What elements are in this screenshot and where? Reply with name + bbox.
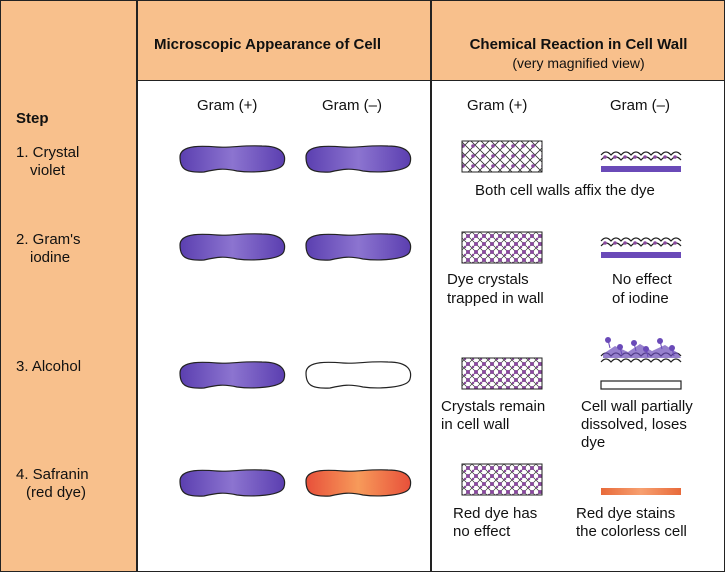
column-divider <box>136 0 138 572</box>
micro-gram-positive-label: Gram (+) <box>197 97 258 114</box>
caption-dissolved: Cell wall partially <box>581 398 693 415</box>
caption-dye-trapped: Dye crystals <box>447 271 529 288</box>
step-2-label: 2. Gram's <box>16 231 81 248</box>
column-divider <box>430 0 432 572</box>
gram-negative-cell-step-3 <box>305 361 412 389</box>
released-dye-particle <box>657 338 663 344</box>
chemical-header: Chemical Reaction in Cell Wall <box>469 36 688 53</box>
gram-positive-wall-step-4 <box>461 463 543 496</box>
chemical-subheader: (very magnified view) <box>512 55 645 71</box>
released-dye-particle <box>605 337 611 343</box>
dye-particle <box>603 155 607 159</box>
caption-red-stains: Red dye stains <box>576 505 676 522</box>
dye-particle <box>673 155 677 159</box>
caption-dye-trapped-2: trapped in wall <box>447 290 544 307</box>
gram-negative-outer-membrane-inner-step-2 <box>600 242 682 247</box>
gram-positive-cell-step-1 <box>179 145 286 173</box>
dye-particle <box>643 155 647 159</box>
gram-negative-outer-membrane-step-1 <box>600 151 682 156</box>
gram-positive-wall-step-1 <box>461 140 543 173</box>
dye-particle <box>613 241 617 245</box>
chem-gram-positive-label: Gram (+) <box>467 97 528 114</box>
step-4-label-line2: (red dye) <box>26 484 87 501</box>
caption-dissolved-3: dye <box>581 434 606 451</box>
dye-particle <box>633 241 637 245</box>
gram-positive-wall-step-2 <box>461 231 543 264</box>
chem-gram-negative-label: Gram (–) <box>610 97 670 114</box>
step-4-label: 4. Safranin <box>16 466 89 483</box>
caption-crystals-remain-2: in cell wall <box>441 416 510 433</box>
caption-red-no-effect-2: no effect <box>453 523 511 540</box>
gram-positive-cell-step-4 <box>179 469 286 497</box>
gram-negative-cell-step-4 <box>305 469 412 497</box>
caption-both-affix: Both cell walls affix the dye <box>475 182 655 199</box>
caption-no-effect: No effect <box>612 271 672 288</box>
gram-positive-cell-step-3 <box>179 361 286 389</box>
gram-negative-outer-membrane-inner-step-1 <box>600 156 682 161</box>
step-3-label: 3. Alcohol <box>16 358 82 375</box>
gram-negative-membrane-inner-step-3 <box>600 358 682 363</box>
gram-negative-peptidoglycan-step-1 <box>601 166 681 172</box>
dye-particle <box>653 155 657 159</box>
gram-negative-outer-membrane-step-2 <box>600 237 682 242</box>
dye-particle <box>643 241 647 245</box>
dye-particle <box>663 241 667 245</box>
dye-particle <box>623 155 627 159</box>
caption-red-no-effect: Red dye has <box>453 505 538 522</box>
step-1-label: 1. Crystal <box>16 144 80 161</box>
gram-negative-cell-step-2 <box>305 233 412 261</box>
dye-particle <box>603 241 607 245</box>
gram-negative-red-bar-step-4 <box>601 488 681 495</box>
dye-particle <box>623 241 627 245</box>
gram-positive-cell-step-2 <box>179 233 286 261</box>
released-dye-particle <box>669 345 675 351</box>
caption-dissolved-2: dissolved, loses <box>581 416 687 433</box>
step-header: Step <box>16 110 49 127</box>
dye-particle <box>663 155 667 159</box>
gram-negative-peptidoglycan-step-2 <box>601 252 681 258</box>
gram-negative-bar-step-3 <box>600 380 682 390</box>
dye-particle <box>653 241 657 245</box>
step-1-label-line2: violet <box>30 162 66 179</box>
dye-particle <box>613 155 617 159</box>
step-column <box>0 0 137 572</box>
micro-gram-negative-label: Gram (–) <box>322 97 382 114</box>
caption-no-effect-2: of iodine <box>612 290 669 307</box>
released-dye-particle <box>617 344 623 350</box>
dissolved-dye <box>603 344 681 358</box>
gram-positive-wall-step-3 <box>461 357 543 390</box>
microscopic-header: Microscopic Appearance of Cell <box>154 36 382 53</box>
released-dye-particle <box>643 346 649 352</box>
caption-crystals-remain: Crystals remain <box>441 398 546 415</box>
dye-particle <box>673 241 677 245</box>
dye-particle <box>633 155 637 159</box>
released-dye-particle <box>631 340 637 346</box>
caption-red-stains-2: the colorless cell <box>576 523 687 540</box>
gram-negative-cell-step-1 <box>305 145 412 173</box>
step-2-label-line2: iodine <box>30 249 71 266</box>
